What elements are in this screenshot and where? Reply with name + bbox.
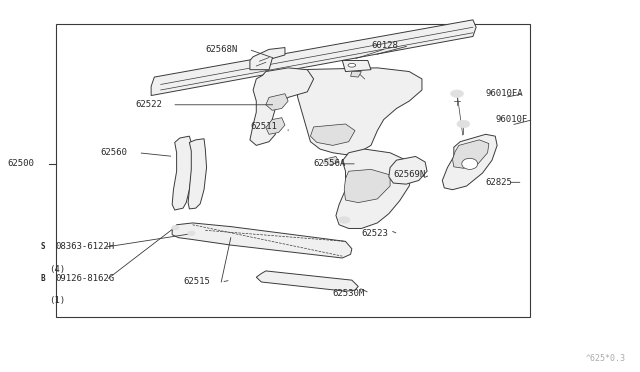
Text: 62511: 62511 [250,122,276,131]
Text: 62556A: 62556A [314,159,346,169]
Text: 62523: 62523 [362,230,388,238]
Text: 08363-6122H: 08363-6122H [56,243,115,251]
Polygon shape [172,136,193,210]
Polygon shape [342,61,371,71]
Ellipse shape [348,63,356,67]
Bar [56,23,531,317]
Polygon shape [172,223,352,258]
Circle shape [339,217,350,223]
Polygon shape [250,48,285,70]
Polygon shape [188,139,207,209]
Polygon shape [296,68,422,155]
Circle shape [188,231,195,235]
Ellipse shape [462,158,477,169]
Text: 96010FA: 96010FA [486,89,524,98]
Polygon shape [344,169,390,203]
Text: ^625*0.3: ^625*0.3 [586,354,626,363]
Circle shape [323,159,332,164]
Circle shape [457,120,470,128]
Text: 62569N: 62569N [394,170,426,179]
Text: (1): (1) [49,296,65,305]
Polygon shape [389,157,427,184]
Polygon shape [452,140,489,168]
Polygon shape [151,20,476,96]
Polygon shape [310,124,355,145]
Polygon shape [442,134,497,190]
Circle shape [172,225,179,230]
Text: 62560: 62560 [100,148,127,157]
Text: 60128: 60128 [371,41,398,50]
Polygon shape [351,71,362,77]
Text: 09126-8162G: 09126-8162G [56,274,115,283]
Polygon shape [266,94,288,110]
Polygon shape [250,68,314,145]
Text: 62500: 62500 [8,159,35,169]
Text: 62530M: 62530M [333,289,365,298]
Polygon shape [256,271,358,291]
Polygon shape [266,118,285,134]
Circle shape [451,90,463,97]
Polygon shape [323,157,339,164]
Text: B: B [40,274,45,283]
Text: (4): (4) [49,264,65,273]
Text: 62515: 62515 [183,278,210,286]
Text: 62825: 62825 [486,178,513,187]
Text: 62522: 62522 [135,100,162,109]
Text: 96010F: 96010F [495,115,527,124]
Text: S: S [40,243,45,251]
Text: 62568N: 62568N [205,45,237,54]
Polygon shape [336,149,412,228]
